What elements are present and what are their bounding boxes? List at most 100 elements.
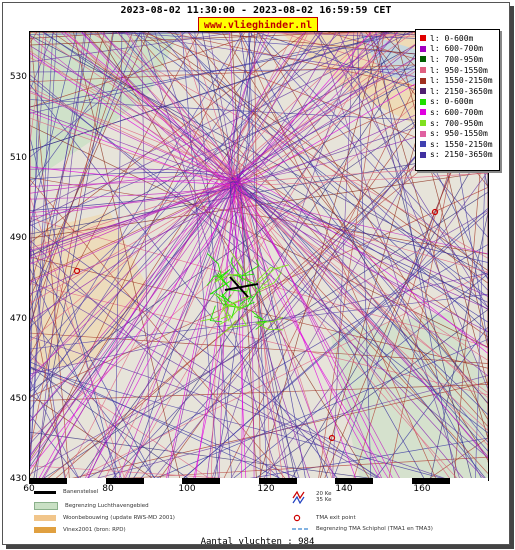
flight-track bbox=[214, 269, 231, 281]
flight-track bbox=[257, 32, 488, 421]
flight-track bbox=[30, 32, 440, 257]
flight-track bbox=[181, 32, 219, 480]
y-tick-label: 530 bbox=[9, 72, 27, 82]
legend-swatch bbox=[420, 77, 426, 84]
flight-track bbox=[30, 210, 488, 475]
legend-swatch bbox=[420, 151, 426, 158]
flight-track bbox=[237, 32, 462, 183]
flight-track bbox=[249, 32, 488, 291]
x-tick-label: 60 bbox=[23, 484, 35, 494]
flight-track bbox=[225, 304, 241, 318]
legend-label: s: 1550-2150m bbox=[430, 139, 493, 149]
flight-track bbox=[30, 117, 236, 182]
flight-track bbox=[73, 271, 488, 480]
flight-track bbox=[30, 32, 150, 298]
flight-track bbox=[233, 181, 401, 480]
flight-track bbox=[30, 108, 236, 185]
flight-track bbox=[227, 316, 248, 328]
flight-track bbox=[257, 316, 284, 324]
flight-count: Aantal vluchten : 984 bbox=[200, 537, 315, 547]
legend-swatch bbox=[420, 88, 426, 95]
flight-track bbox=[30, 32, 322, 35]
y-tick-label: 450 bbox=[9, 394, 27, 404]
flight-track bbox=[214, 178, 245, 480]
flight-track bbox=[90, 375, 488, 480]
flight-track bbox=[218, 320, 237, 337]
flight-track bbox=[429, 212, 488, 480]
flight-track bbox=[30, 356, 212, 480]
key-tma-boundary: Begrenzing TMA Schiphol (TMA1 en TMA3) bbox=[292, 526, 433, 532]
legend-item: l: 600-700m bbox=[416, 44, 499, 55]
legend-swatch bbox=[420, 35, 426, 42]
flight-track bbox=[258, 272, 282, 291]
altitude-legend: l: 0-600m l: 600-700m l: 700-950m l: 950… bbox=[415, 29, 500, 171]
flight-track bbox=[241, 282, 251, 299]
flight-track bbox=[219, 301, 245, 325]
flight-track bbox=[84, 177, 236, 480]
flight-track bbox=[30, 223, 381, 480]
flight-track bbox=[30, 366, 191, 480]
flight-track bbox=[30, 32, 92, 332]
flight-track bbox=[114, 32, 123, 480]
flight-track bbox=[209, 305, 223, 323]
flight-track bbox=[30, 78, 488, 434]
flight-track bbox=[30, 61, 488, 83]
flight-track bbox=[30, 32, 246, 477]
y-tick-label: 470 bbox=[9, 314, 27, 324]
flight-track bbox=[30, 34, 488, 227]
flight-track bbox=[188, 32, 333, 480]
flight-track bbox=[30, 32, 391, 151]
flight-track bbox=[206, 253, 224, 281]
flight-track bbox=[30, 182, 236, 249]
flight-track bbox=[357, 32, 372, 480]
flight-track bbox=[290, 140, 488, 480]
x-tick-label: 100 bbox=[178, 484, 196, 494]
flight-track bbox=[30, 261, 384, 480]
vinex-symbol bbox=[34, 527, 56, 533]
key-label: Vinex2001 (bron: RPD) bbox=[63, 527, 126, 533]
flight-track bbox=[233, 183, 488, 323]
legend-item: s: 950-1550m bbox=[416, 128, 499, 139]
flight-track bbox=[30, 336, 450, 480]
flight-track bbox=[233, 181, 488, 459]
tma-exit-point[interactable] bbox=[431, 208, 439, 216]
legend-label: l: 2150-3650m bbox=[430, 86, 493, 96]
noise-zone-labels: 20 Ke 35 Ke bbox=[316, 491, 331, 503]
legend-item: l: 1550-2150m bbox=[416, 75, 499, 86]
housing-symbol bbox=[34, 515, 56, 521]
flight-track bbox=[30, 240, 282, 480]
flight-track bbox=[200, 316, 219, 322]
flight-track bbox=[238, 178, 488, 354]
legend-item: l: 2150-3650m bbox=[416, 86, 499, 97]
flight-track bbox=[30, 90, 237, 182]
flight-track bbox=[30, 414, 81, 480]
legend-label: s: 0-600m bbox=[430, 97, 474, 107]
legend-swatch bbox=[420, 120, 426, 127]
flight-track bbox=[30, 84, 339, 480]
key-runway: Banenstelsel bbox=[34, 489, 98, 495]
flight-track bbox=[232, 182, 488, 416]
flight-track bbox=[30, 332, 488, 364]
flight-track bbox=[30, 32, 411, 223]
flight-track bbox=[233, 181, 488, 303]
flight-track bbox=[30, 32, 78, 225]
tma-exit-point[interactable] bbox=[328, 434, 336, 442]
key-label: TMA exit point bbox=[316, 515, 356, 521]
flight-track bbox=[30, 40, 488, 440]
flight-track bbox=[116, 32, 232, 182]
map-key: Banenstelsel Begrenzing Luchthavengebied… bbox=[30, 486, 490, 538]
x-tick-label: 140 bbox=[335, 484, 353, 494]
flight-track bbox=[30, 50, 232, 178]
flight-track bbox=[232, 302, 247, 312]
flight-track bbox=[30, 92, 237, 180]
tma-exit-point[interactable] bbox=[73, 267, 81, 275]
flight-track-map[interactable] bbox=[29, 31, 489, 481]
flight-track bbox=[238, 32, 398, 186]
flight-track bbox=[133, 32, 488, 427]
tma-exit-icon bbox=[293, 514, 301, 522]
legend-label: s: 2150-3650m bbox=[430, 150, 493, 160]
legend-item: s: 0-600m bbox=[416, 97, 499, 108]
flight-track bbox=[30, 32, 244, 391]
flight-track bbox=[228, 32, 265, 182]
flight-track bbox=[230, 179, 311, 480]
